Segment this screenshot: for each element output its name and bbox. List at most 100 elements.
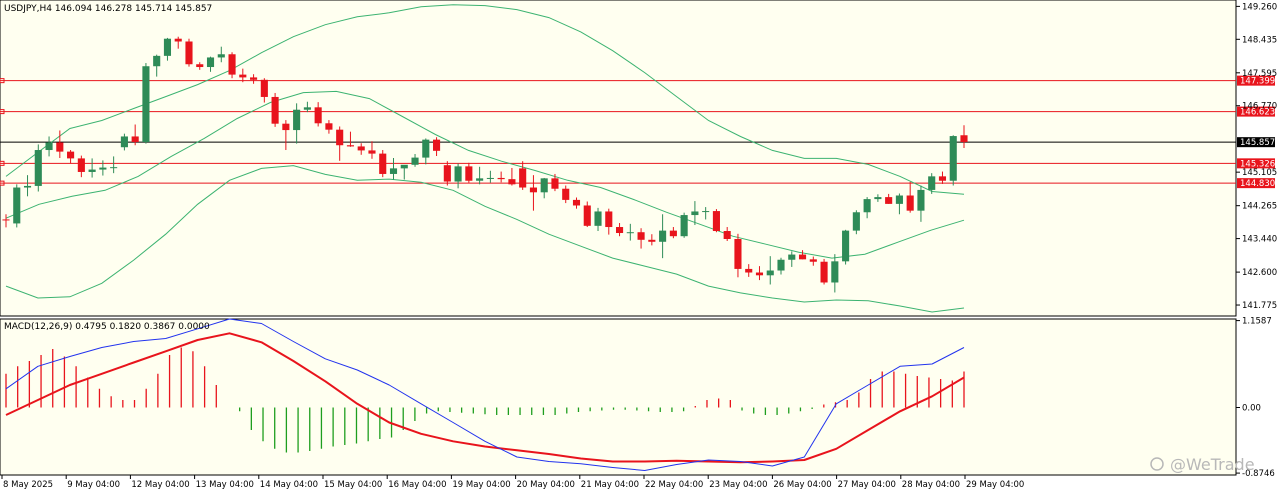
price-header: USDJPY,H4 146.094 146.278 145.714 145.85… [4,4,212,14]
candle-body [626,232,634,234]
candle [615,223,624,237]
candle [465,162,473,183]
level-handle-icon[interactable] [0,78,5,84]
macd-header: MACD(12,26,9) 0.4795 0.1820 0.3867 0.000… [4,322,210,332]
time-tick-label: 22 May 04:00 [645,480,703,490]
price-tick-label: 147.595 [1242,69,1277,79]
candle-body [411,157,419,165]
candle-body [486,177,494,179]
candle-body [583,205,591,226]
candle [551,173,559,192]
candle-body [895,195,903,204]
macd-panel[interactable]: 1.1587 0.00 -0.8746 MACD(12,26,9) 0.4795 0… [0,317,1275,479]
level-price-tag [1237,158,1275,169]
candle [917,185,925,222]
candle [346,131,355,147]
level-price-label: 146.623 [1240,108,1275,118]
candle-body [594,211,602,226]
price-level-lines: 147.399 146.623 145.326 144.830 145.857 [0,75,1275,189]
candle-body [949,136,957,181]
candle-body [615,227,624,234]
candle-body [77,158,85,172]
candle-body [303,107,311,110]
candle [271,92,279,127]
candle [443,161,451,186]
candle-body [497,177,505,180]
time-tick-label: 21 May 04:00 [581,480,639,490]
candle [174,36,182,49]
candle-body [23,185,32,188]
candle-body [820,261,828,283]
candle-body [465,166,473,181]
level-handle-icon[interactable] [0,109,5,115]
candle [314,102,322,127]
candle-body [217,54,225,58]
candle [67,150,75,164]
candle [239,68,247,83]
candle [820,258,828,285]
candle-body [13,187,21,224]
candle-body [928,176,936,190]
candle [56,130,64,158]
candle [88,158,96,178]
macd-signal-line [5,332,965,464]
candle-body [508,179,516,185]
candle-body [712,211,720,232]
candle-body [120,136,128,148]
candle-body [282,123,290,131]
candle [949,135,957,186]
candle [669,227,677,239]
candle-body [67,151,75,159]
candle [23,175,32,197]
candle-body [863,199,871,213]
candle [206,56,215,72]
candle [196,62,204,70]
candle [454,163,462,189]
time-tick-label: 9 May 04:00 [67,480,120,490]
candle-body [99,167,107,170]
watermark-logo-icon [1150,457,1164,471]
candle-body [734,238,742,269]
level-handle-icon[interactable] [0,160,5,166]
candle [777,257,785,275]
candle-body [228,54,236,75]
candle-body [389,168,398,174]
price-panel[interactable]: 147.399 146.623 145.326 144.830 145.857 149.… [0,0,1277,317]
candle-body [443,165,451,182]
candle-body [659,230,667,242]
band-upper [5,4,965,195]
candle [960,125,968,149]
candle [325,120,333,134]
candle-body [142,66,150,143]
candle [357,143,365,155]
candle [572,197,581,209]
candle [594,207,602,232]
candle-body [960,135,968,143]
candle-body [842,230,850,262]
time-tick-label: 23 May 04:00 [709,480,767,490]
candle-body [519,168,527,188]
level-handle-icon[interactable] [0,180,5,186]
candle-body [745,268,753,273]
band-lower [5,165,965,313]
candle-body [454,166,462,182]
candle [712,209,720,233]
candle [13,184,21,228]
macd-lines [5,318,965,471]
candle [798,250,807,260]
level-price-tag [1237,106,1275,117]
candle [519,161,527,190]
candle [163,37,172,61]
candle [45,136,53,157]
candle [938,171,947,184]
candle-body [809,259,817,262]
candle [497,171,505,183]
candle [788,251,796,267]
candle-body [336,129,344,146]
candle [702,207,710,220]
candle [540,177,548,199]
candle-body [368,150,376,154]
candle [422,138,430,165]
watermark: @WeTrade [1150,455,1255,474]
